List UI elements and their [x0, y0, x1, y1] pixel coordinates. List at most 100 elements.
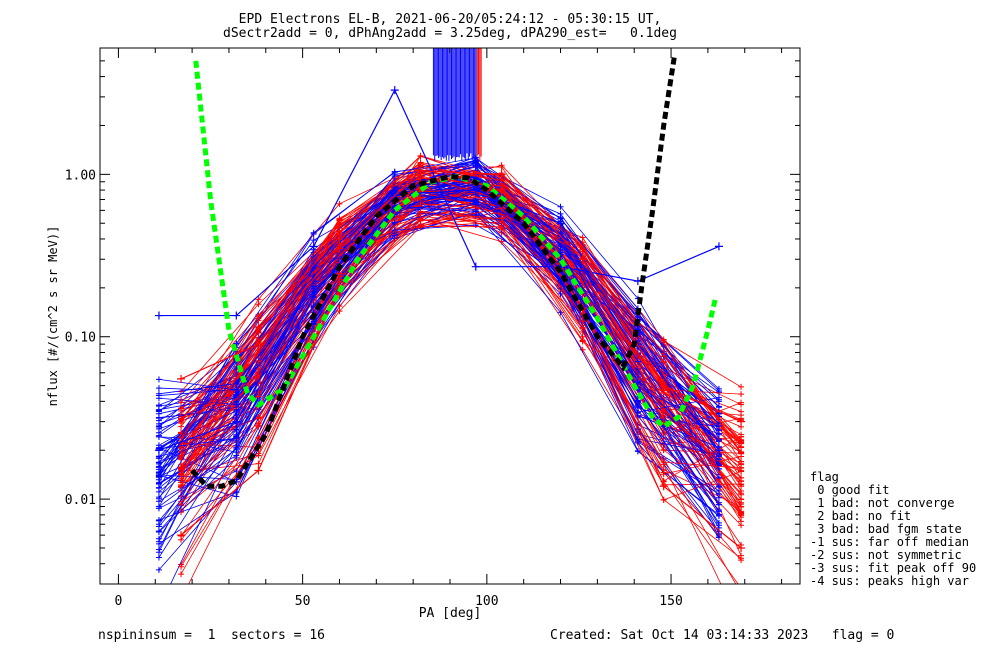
chart-title: EPD Electrons EL-B, 2021-06-20/05:24:12 … — [238, 12, 662, 27]
bundle-spectrum-marker — [233, 398, 240, 405]
bundle-spectrum-marker — [155, 425, 162, 432]
bundle-spectrum-marker — [715, 453, 722, 460]
bundle-spectrum-marker — [472, 198, 479, 205]
bundle-spectrum-marker — [557, 203, 564, 210]
flag-legend: flag 0 good fit 1 bad: not converge 2 ba… — [810, 471, 976, 588]
bundle-spectrum-line — [158, 203, 720, 487]
bundle-spectrum-marker — [738, 443, 745, 450]
bundle-spectrum-line — [158, 212, 720, 521]
bundle-spectrum-marker — [391, 169, 398, 176]
bundle-spectrum-marker — [417, 215, 424, 222]
bundle-spectrum-line — [180, 211, 742, 503]
series-line-red — [180, 170, 742, 423]
bundle-spectrum-marker — [233, 435, 240, 442]
bundle-spectrum-marker — [178, 399, 185, 406]
bundle-spectrum-marker — [557, 290, 564, 297]
bundle-spectrum-marker — [310, 320, 317, 327]
series-point-blue — [471, 262, 480, 271]
bundle-spectrum-marker — [391, 219, 398, 226]
flag-legend-item: -3 sus: fit peak off 90 — [810, 561, 977, 575]
flag-legend-item: -1 sus: far off median — [810, 535, 969, 549]
tick-labels: 0 50 100 150 0.01 0.10 1.00 — [65, 168, 683, 609]
bundle-spectrum-marker — [178, 563, 185, 570]
bundle-spectrum-marker — [255, 460, 262, 467]
series-point-blue — [154, 311, 163, 320]
bundle-spectrum-marker — [233, 445, 240, 452]
bundle-spectrum-marker — [155, 517, 162, 524]
bundle-spectrum-marker — [738, 510, 745, 517]
bundle-spectrum-marker — [738, 585, 744, 591]
bundle-spectrum-marker — [715, 431, 722, 438]
bundle-spectrum-marker — [155, 566, 162, 573]
bundle-spectrum-marker — [738, 468, 745, 475]
bundle-spectrum-marker — [715, 483, 722, 490]
bundle-spectrum-marker — [155, 503, 162, 510]
series-point-red — [177, 531, 186, 540]
spectra-bundle — [155, 48, 745, 602]
bundle-spectrum-marker — [738, 391, 745, 398]
bundle-spectrum-line — [158, 198, 720, 483]
bundle-spectrum-marker — [178, 420, 185, 427]
bundle-spectrum-line — [180, 162, 742, 494]
flag-legend-item: 2 bad: no fit — [810, 509, 912, 523]
bundle-spectrum-marker — [233, 489, 240, 496]
bundle-spectrum-marker — [498, 215, 505, 222]
bundle-spectrum-marker — [178, 596, 184, 602]
bundle-spectrum-marker — [310, 285, 317, 292]
bundle-spectrum-marker — [738, 433, 745, 440]
y-tick-label: 1.00 — [65, 168, 96, 183]
bundle-spectrum-marker — [255, 347, 262, 354]
bundle-spectrum-marker — [255, 452, 262, 459]
bundle-spectrum-marker — [660, 469, 667, 476]
bundle-spectrum-marker — [738, 399, 745, 406]
bundle-spectrum-line — [158, 193, 720, 536]
bundle-spectrum-marker — [155, 498, 162, 505]
series-line-red — [180, 177, 742, 549]
bundle-spectrum-marker — [255, 434, 262, 441]
bundle-spectrum-marker — [738, 496, 745, 503]
x-tick-label: 100 — [475, 594, 498, 609]
bundle-spectrum-line — [180, 191, 742, 470]
bundle-spectrum-marker — [310, 229, 317, 236]
bundle-spectrum-marker — [417, 221, 424, 228]
flag-legend-title: flag — [810, 470, 839, 484]
x-tick-label: 150 — [659, 594, 682, 609]
bundle-spectrum-line — [158, 186, 720, 499]
chart-subtitle: dSectr2add = 0, dPhAng2add = 3.25deg, dP… — [223, 26, 677, 41]
series-point-blue — [232, 311, 241, 320]
bundle-spectrum-marker — [336, 308, 343, 315]
bundle-spectrum-marker — [417, 208, 424, 215]
series-point-blue — [390, 86, 399, 95]
bundle-spectrum-marker — [310, 237, 317, 244]
bundle-spectrum-line — [158, 191, 720, 558]
footer-sectors: nspininsum = 1 sectors = 16 — [98, 628, 325, 643]
bundle-spectrum-marker — [336, 230, 343, 237]
flag-legend-item: -2 sus: not symmetric — [810, 548, 962, 562]
bundle-spectrum-marker — [255, 365, 262, 372]
bundle-spectrum-marker — [738, 478, 745, 485]
bundle-spectrum-line — [158, 203, 720, 402]
series-point-red — [497, 170, 506, 179]
bundle-spectrum-marker — [660, 412, 667, 419]
bundle-spectrum-marker — [738, 518, 745, 525]
bundle-spectrum-marker — [738, 458, 745, 465]
bundle-spectrum-line — [180, 221, 742, 487]
flag-value: flag = 0 — [831, 628, 895, 643]
bundle-spectrum-marker — [417, 153, 424, 160]
bundle-spectrum-marker — [715, 522, 722, 529]
series-point-red — [737, 543, 746, 552]
bundle-spectrum-marker — [155, 485, 162, 492]
bundle-spectrum-marker — [634, 379, 641, 386]
bundle-spectrum-marker — [336, 223, 343, 230]
bundle-spectrum-marker — [155, 376, 162, 383]
bundle-spectrum-marker — [660, 496, 667, 503]
series-point-blue — [309, 242, 318, 251]
bundle-spectrum-marker — [660, 336, 667, 343]
bundle-spectrum-line — [158, 157, 720, 474]
series-point-blue — [232, 417, 241, 426]
series-point-blue — [714, 242, 723, 251]
bundle-spectrum-marker — [155, 479, 162, 486]
flag-legend-item: 1 bad: not converge — [810, 496, 955, 510]
series-point-red — [659, 482, 668, 491]
